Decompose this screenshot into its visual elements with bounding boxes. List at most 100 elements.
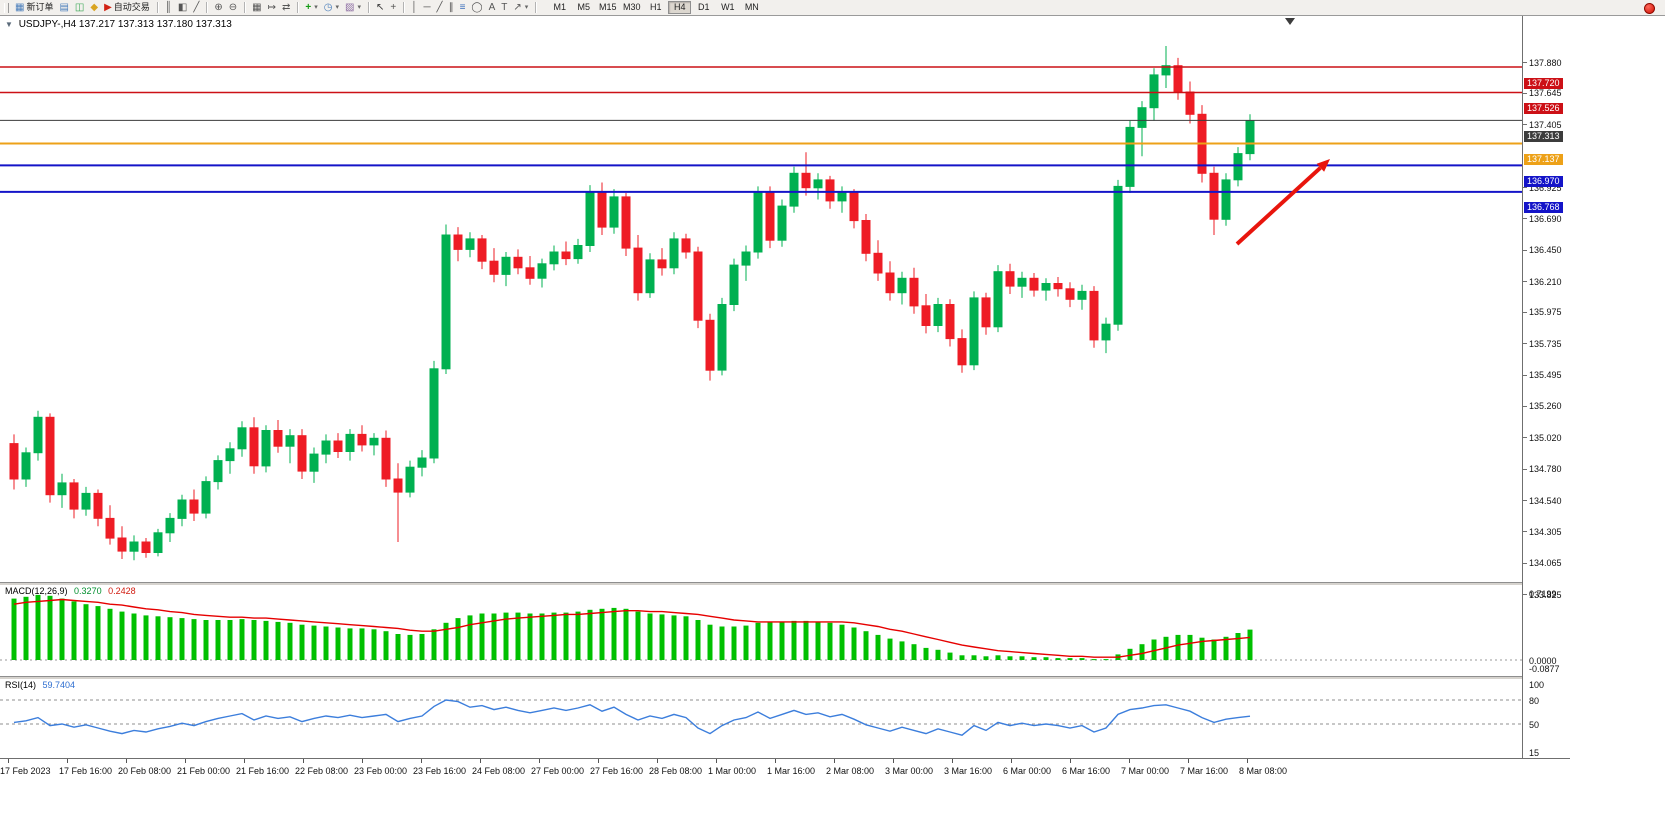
macd-histogram-bar: [131, 613, 137, 660]
candle-body: [957, 338, 967, 366]
candle-body: [753, 192, 763, 253]
rsi-panel-canvas[interactable]: [0, 678, 1522, 756]
panel-splitter[interactable]: [0, 676, 1570, 679]
crosshair-button[interactable]: +: [387, 1, 399, 14]
candle-body: [897, 277, 907, 294]
timeframe-button-M15[interactable]: M15: [596, 1, 619, 14]
price-axis-label: 134.780: [1529, 464, 1562, 475]
candle-body: [117, 537, 127, 552]
cursor-button[interactable]: ↖: [373, 1, 387, 14]
macd-histogram-bar: [875, 634, 881, 660]
macd-histogram-bar: [167, 617, 173, 660]
trend-arrow-object[interactable]: [1235, 166, 1322, 246]
candle-body: [645, 259, 655, 294]
one-click-trading-toggle[interactable]: ▼: [5, 20, 13, 29]
templates-button[interactable]: ▨ ▾: [342, 1, 364, 14]
time-axis[interactable]: 17 Feb 2023 17 Feb 16:00 20 Feb 08:00 21 Fe…: [0, 758, 1570, 787]
price-axis-label: 133.825: [1529, 589, 1562, 600]
trendline-button[interactable]: ╱: [434, 1, 446, 14]
new-order-button[interactable]: ▦ 新订单: [12, 1, 56, 14]
new-order-icon: ▦: [15, 2, 25, 13]
candle-body: [681, 238, 691, 253]
candle-body: [285, 435, 295, 447]
macd-histogram-bar: [743, 625, 749, 660]
new-order-label: 新订单: [26, 2, 54, 12]
macd-histogram-bar: [11, 598, 17, 660]
price-axis[interactable]: 137.720 137.526 137.313 137.137 136.970 136.7…: [1522, 16, 1570, 758]
label-button[interactable]: T: [498, 1, 510, 14]
timeframe-button-H4[interactable]: H4: [668, 1, 692, 14]
candle-body: [129, 541, 139, 552]
zoom-out-button[interactable]: ⊖: [226, 1, 240, 14]
time-axis-label: 27 Feb 00:00: [531, 766, 585, 776]
trend-arrow-head: [1316, 159, 1330, 172]
candle-body: [981, 297, 991, 328]
autotrading-button[interactable]: ▶ 自动交易: [101, 1, 153, 14]
macd-histogram-bar: [443, 622, 449, 660]
market-depth-icon: ◫: [74, 2, 85, 13]
macd-histogram-bar: [659, 614, 665, 660]
macd-histogram-bar: [1007, 656, 1013, 660]
macd-histogram-bar: [407, 634, 413, 660]
macd-histogram-bar: [203, 620, 209, 660]
tile-windows-button[interactable]: ▦: [249, 1, 264, 14]
time-axis-label: 23 Feb 16:00: [413, 766, 467, 776]
macd-histogram-bar: [515, 612, 521, 660]
text-button[interactable]: A: [486, 1, 499, 14]
time-axis-label: 1 Mar 16:00: [767, 766, 816, 776]
fibonacci-button[interactable]: ≡: [457, 1, 469, 14]
market-depth-button[interactable]: ◫: [72, 1, 87, 14]
candle-body: [1245, 120, 1255, 155]
panel-splitter[interactable]: [0, 582, 1570, 585]
candle-body: [21, 452, 31, 480]
macd-histogram-bar: [959, 655, 965, 660]
macd-histogram-bar: [335, 627, 341, 660]
rsi-value: 59.7404: [42, 680, 76, 690]
auto-scroll-button[interactable]: ↦: [265, 1, 279, 14]
macd-panel-canvas[interactable]: [0, 584, 1522, 676]
price-axis-tick: [1523, 343, 1527, 345]
toolbar-grip[interactable]: [4, 2, 9, 13]
macd-histogram-bar: [707, 624, 713, 660]
time-axis-label: 17 Feb 2023: [0, 766, 51, 776]
price-axis-label: 137.405: [1529, 119, 1562, 130]
notification-icon[interactable]: [1644, 3, 1655, 14]
time-axis-label: 22 Feb 08:00: [295, 766, 349, 776]
periods-button[interactable]: ◷ ▾: [321, 1, 342, 14]
bar-chart-icon: ║: [164, 2, 172, 13]
timeframe-button-MN[interactable]: MN: [740, 1, 763, 14]
shapes-button[interactable]: ◯: [468, 1, 485, 14]
chart-shift-marker[interactable]: [1285, 18, 1295, 25]
channel-button[interactable]: ∥: [446, 1, 457, 14]
timeframe-button-M5[interactable]: M5: [572, 1, 595, 14]
community-button[interactable]: ◆: [87, 1, 101, 14]
timeframe-button-D1[interactable]: D1: [692, 1, 715, 14]
arrows-button[interactable]: ↗ ▾: [510, 1, 531, 14]
bar-chart-button[interactable]: ║: [162, 1, 175, 14]
timeframe-button-M1[interactable]: M1: [548, 1, 571, 14]
macd-histogram-bar: [1223, 636, 1229, 661]
charts-button[interactable]: ▤: [56, 1, 71, 14]
time-axis-label: 7 Mar 00:00: [1121, 766, 1170, 776]
main-chart-canvas[interactable]: [0, 16, 1522, 582]
candle-body: [1185, 91, 1195, 115]
macd-histogram-bar: [59, 598, 65, 660]
time-axis-tick: [303, 759, 304, 763]
timeframe-button-W1[interactable]: W1: [716, 1, 739, 14]
templates-icon: ▨: [345, 2, 355, 13]
shapes-icon: ◯: [471, 2, 483, 13]
vertical-line-button[interactable]: │: [408, 1, 420, 14]
zoom-in-button[interactable]: ⊕: [211, 1, 225, 14]
price-axis-label: 135.020: [1529, 432, 1562, 443]
candlestick-chart-button[interactable]: ◧: [175, 1, 190, 14]
horizontal-line-button[interactable]: ─: [420, 1, 433, 14]
indicators-button[interactable]: + ▾: [302, 1, 320, 14]
line-chart-button[interactable]: ╱: [190, 1, 202, 14]
timeframe-button-H1[interactable]: H1: [644, 1, 667, 14]
macd-histogram-bar: [503, 612, 509, 660]
price-axis-label: 136.690: [1529, 213, 1562, 224]
chart-shift-button[interactable]: ⇄: [279, 1, 293, 14]
timeframe-button-M30[interactable]: M30: [620, 1, 643, 14]
time-axis-label: 2 Mar 08:00: [826, 766, 875, 776]
candle-body: [417, 457, 427, 468]
